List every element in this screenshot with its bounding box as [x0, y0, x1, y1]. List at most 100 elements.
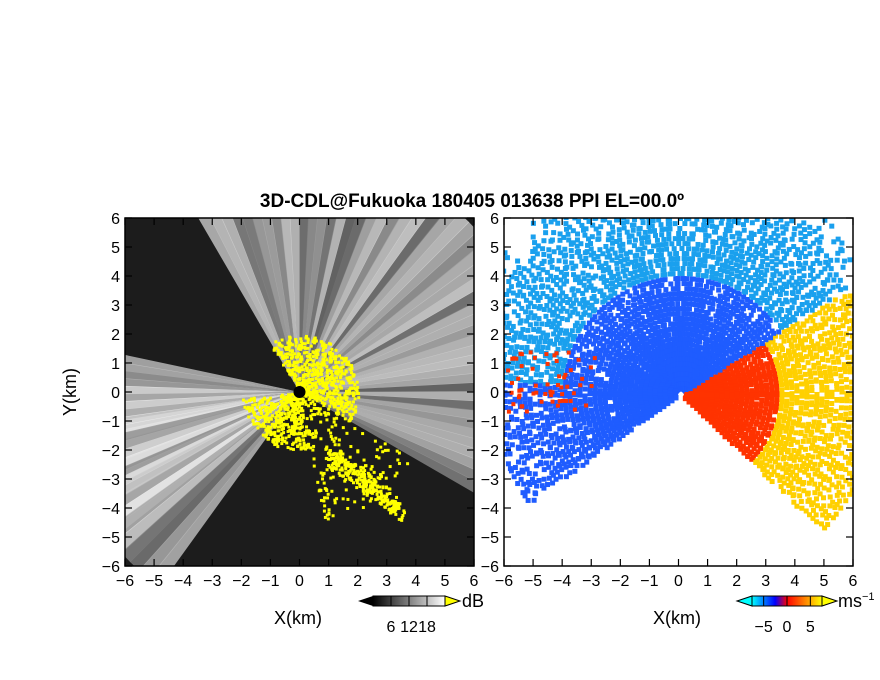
velocity-echo: [577, 388, 583, 394]
velocity-echo: [831, 359, 837, 365]
velocity-echo: [812, 303, 818, 309]
velocity-echo: [679, 331, 685, 337]
velocity-echo: [738, 253, 744, 259]
velocity-echo: [740, 370, 746, 376]
velocity-echo: [672, 311, 678, 317]
velocity-echo: [667, 261, 673, 267]
snr-strong-echo: [327, 428, 331, 432]
snr-strong-echo: [309, 392, 313, 396]
velocity-echo: [709, 280, 715, 286]
velocity-echo: [579, 373, 585, 379]
snr-strong-echo: [375, 455, 379, 459]
velocity-echo: [557, 340, 563, 346]
snr-strong-echo: [306, 393, 310, 397]
velocity-echo: [640, 282, 646, 288]
velocity-echo: [619, 377, 625, 383]
velocity-echo: [583, 218, 589, 221]
snr-strong-echo: [354, 405, 358, 409]
velocity-echo: [561, 281, 567, 287]
velocity-echo: [539, 284, 545, 290]
velocity-echo: [775, 362, 781, 368]
velocity-echo: [739, 299, 745, 305]
velocity-echo: [625, 345, 631, 351]
velocity-echo: [723, 206, 728, 211]
snr-strong-echo: [314, 349, 318, 353]
velocity-echo: [755, 267, 761, 273]
velocity-echo: [616, 306, 622, 312]
velocity-echo: [704, 309, 710, 315]
velocity-echo: [746, 235, 752, 241]
snr-strong-echo: [328, 449, 332, 453]
velocity-echo: [756, 251, 762, 257]
snr-strong-echo: [331, 383, 335, 387]
velocity-echo: [516, 301, 522, 307]
velocity-echo: [697, 207, 702, 212]
velocity-echo: [772, 280, 778, 286]
velocity-echo: [516, 356, 522, 362]
snr-strong-echo: [297, 405, 301, 409]
velocity-echo: [589, 317, 595, 323]
velocity-echo: [520, 359, 526, 365]
velocity-echo: [720, 201, 725, 206]
velocity-echo: [507, 383, 513, 389]
snr-strong-echo: [311, 432, 315, 436]
velocity-echo: [728, 281, 734, 287]
velocity-echo: [770, 196, 775, 201]
velocity-echo: [482, 350, 487, 355]
velocity-echo: [725, 320, 731, 326]
snr-strong-echo: [293, 378, 297, 382]
snr-strong-echo: [336, 370, 340, 374]
velocity-echo: [764, 267, 770, 273]
snr-strong-echo: [353, 427, 357, 431]
velocity-echo: [745, 296, 751, 302]
velocity-echo: [738, 189, 743, 194]
velocity-echo: [608, 334, 614, 340]
snr-strong-echo: [315, 399, 319, 403]
velocity-echo: [761, 220, 767, 226]
snr-strong-echo: [329, 435, 333, 439]
velocity-echo: [702, 218, 708, 223]
velocity-echo: [652, 331, 658, 337]
velocity-echo: [493, 347, 498, 352]
velocity-echo: [710, 301, 716, 307]
velocity-echo: [597, 341, 603, 347]
snr-strong-echo: [331, 352, 335, 356]
velocity-echo: [776, 297, 782, 303]
velocity-echo: [639, 345, 645, 351]
velocity-echo: [737, 200, 742, 205]
velocity-echo: [724, 274, 730, 280]
velocity-echo: [740, 185, 745, 190]
velocity-echo: [609, 304, 615, 310]
velocity-echo: [776, 351, 782, 357]
velocity-echo: [734, 284, 740, 290]
velocity-echo: [773, 237, 779, 243]
snr-strong-echo: [321, 348, 325, 352]
snr-strong-echo: [308, 369, 312, 373]
snr-strong-echo: [321, 382, 325, 386]
velocity-echo: [859, 315, 864, 320]
velocity-echo: [557, 293, 563, 299]
snr-strong-echo: [391, 509, 395, 513]
snr-strong-echo: [366, 471, 370, 475]
velocity-echo: [651, 310, 657, 316]
velocity-echo: [731, 353, 737, 359]
snr-strong-echo: [290, 372, 294, 376]
velocity-echo: [781, 367, 787, 373]
velocity-echo: [698, 329, 704, 335]
velocity-echo: [558, 269, 564, 275]
velocity-echo: [785, 307, 791, 313]
velocity-echo: [768, 235, 774, 241]
velocity-echo: [628, 366, 634, 372]
velocity-echo: [733, 384, 739, 390]
velocity-echo: [854, 374, 859, 379]
velocity-echo: [550, 366, 556, 372]
velocity-echo: [802, 371, 808, 377]
velocity-echo: [798, 374, 804, 380]
velocity-echo: [551, 292, 557, 298]
velocity-echo: [646, 301, 652, 307]
snr-strong-echo: [381, 450, 385, 454]
velocity-echo: [723, 279, 729, 285]
velocity-echo: [717, 320, 723, 326]
velocity-echo: [653, 385, 659, 391]
velocity-echo: [510, 290, 516, 296]
